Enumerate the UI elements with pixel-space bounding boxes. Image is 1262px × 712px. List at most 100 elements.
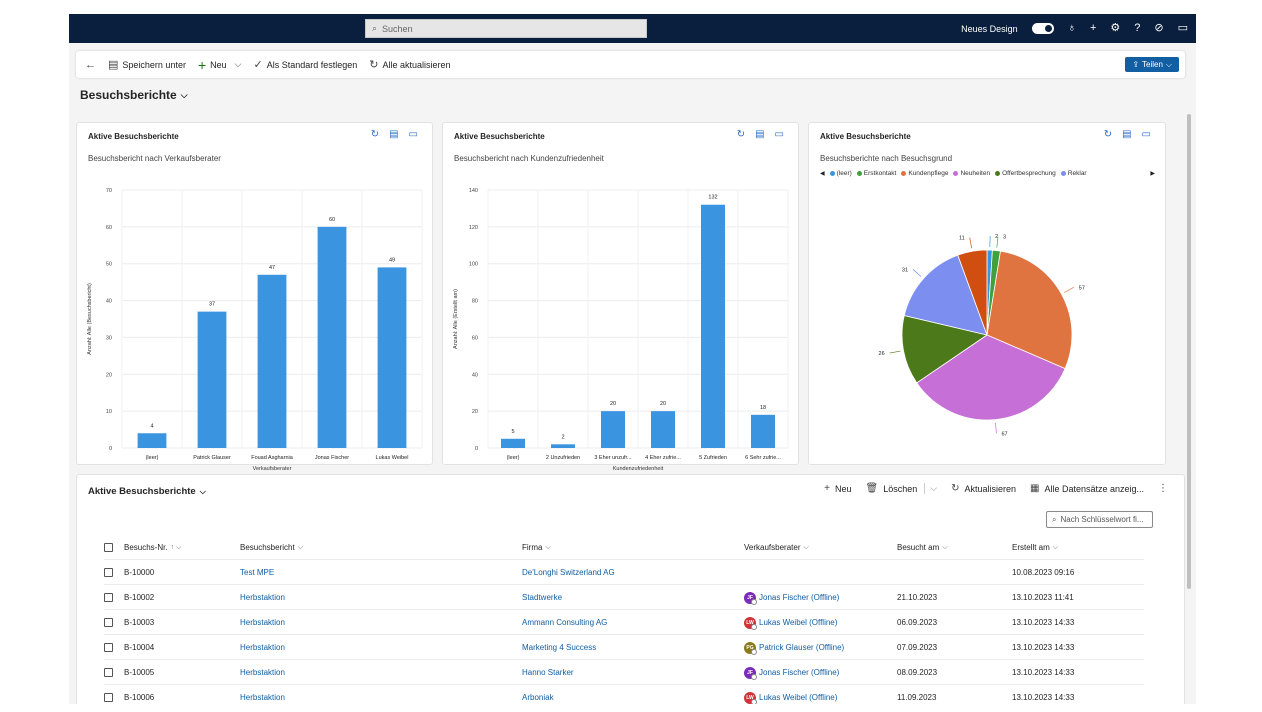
bar[interactable] <box>317 226 347 448</box>
set-default-button[interactable]: ✓ Als Standard festlegen <box>253 58 357 71</box>
row-checkbox[interactable] <box>104 618 113 627</box>
expand-icon[interactable]: ▭ <box>408 129 418 140</box>
cell-besuchsbericht[interactable]: Herbstaktion <box>240 585 285 610</box>
cell-firma-text[interactable]: Stadtwerke <box>522 593 563 602</box>
cell-besuchsbericht[interactable]: Herbstaktion <box>240 610 285 635</box>
pie-slice[interactable] <box>901 315 988 384</box>
cell-verkaufsberater[interactable]: LW Lukas Weibel (Offline) <box>744 685 837 704</box>
table-row[interactable]: B-10004 Herbstaktion Marketing 4 Success PG… <box>104 635 1144 660</box>
table-row[interactable]: B-10000 Test MPE De'Longhi Switzerland AG 1… <box>104 560 1144 585</box>
pie-slice[interactable] <box>916 334 1066 421</box>
cell-firma-text[interactable]: Marketing 4 Success <box>522 643 597 652</box>
column-header[interactable]: Verkaufsberater ⌵ <box>744 535 809 560</box>
gear-icon[interactable]: ⚙ <box>1110 22 1121 34</box>
chevron-down-icon[interactable]: ⌵ <box>234 59 242 69</box>
save-as-button[interactable]: ▤ Speichern unter <box>108 58 186 71</box>
bar[interactable] <box>751 414 775 448</box>
column-header[interactable]: Firma ⌵ <box>522 535 551 560</box>
cell-firma[interactable]: Stadtwerke <box>522 585 562 610</box>
refresh-all-button[interactable]: ↻ Alle aktualisieren <box>369 58 450 71</box>
cell-verkaufsberater[interactable]: PG Patrick Glauser (Offline) <box>744 635 844 660</box>
cell-verkaufsberater[interactable]: LW Lukas Weibel (Offline) <box>744 610 837 635</box>
share-button[interactable]: ⇪ Teilen ⌵ <box>1125 57 1179 72</box>
cell-verkaufsberater-text[interactable]: Patrick Glauser (Offline) <box>759 643 845 652</box>
bar[interactable] <box>601 411 625 448</box>
bar[interactable] <box>137 433 167 448</box>
column-header-text[interactable]: Besucht am <box>897 543 940 552</box>
new-design-toggle[interactable] <box>1031 23 1054 34</box>
cell-besuchsbericht-text[interactable]: Herbstaktion <box>240 593 285 602</box>
row-checkbox[interactable] <box>104 643 113 652</box>
bar[interactable] <box>501 438 525 448</box>
cell-firma-text[interactable]: De'Longhi Switzerland AG <box>522 568 615 577</box>
row-checkbox[interactable] <box>104 668 113 677</box>
cell-verkaufsberater-text[interactable]: Lukas Weibel (Offline) <box>759 693 838 702</box>
column-header[interactable]: Besucht am ⌵ <box>897 535 948 560</box>
cell-firma-text[interactable]: Hanno Starker <box>522 668 574 677</box>
cell-verkaufsberater-text[interactable]: Lukas Weibel (Offline) <box>759 618 838 627</box>
table-row[interactable]: B-10002 Herbstaktion Stadtwerke JF Jonas Fis… <box>104 585 1144 610</box>
cell-verkaufsberater-text[interactable]: Jonas Fischer (Offline) <box>759 668 840 677</box>
table-row[interactable]: B-10005 Herbstaktion Hanno Starker JF Jonas … <box>104 660 1144 685</box>
cell-firma[interactable]: Ammann Consulting AG <box>522 610 607 635</box>
cell-firma-text[interactable]: Ammann Consulting AG <box>522 618 608 627</box>
keyword-filter-input[interactable]: ⌕ Nach Schlüsselwort fi... <box>1046 511 1153 528</box>
cell-besuchsbericht-text[interactable]: Herbstaktion <box>240 668 285 677</box>
legend-item[interactable]: Offertbesprechung <box>995 170 1056 177</box>
column-header[interactable]: Besuchsbericht ⌵ <box>240 535 303 560</box>
cell-firma[interactable]: Marketing 4 Success <box>522 635 596 660</box>
grid-refresh-button[interactable]: ↻ Aktualisieren <box>951 483 1016 494</box>
column-header-text[interactable]: Erstellt am <box>1012 543 1050 552</box>
grid-show-all-button[interactable]: ▦ Alle Datensätze anzeig... <box>1030 483 1144 494</box>
cell-besuchsbericht-text[interactable]: Herbstaktion <box>240 643 285 652</box>
cell-besuchsbericht-text[interactable]: Herbstaktion <box>240 618 285 627</box>
lightbulb-icon[interactable]: ♁ <box>1067 22 1076 34</box>
more-options-icon[interactable]: ⋮ <box>1158 483 1168 494</box>
cell-firma[interactable]: De'Longhi Switzerland AG <box>522 560 615 585</box>
column-header-text[interactable]: Verkaufsberater <box>744 543 801 552</box>
refresh-icon[interactable]: ↻ <box>1103 129 1113 140</box>
chevron-down-icon[interactable]: ⌵ <box>924 483 937 494</box>
view-records-icon[interactable]: ▤ <box>1122 129 1132 140</box>
view-records-icon[interactable]: ▤ <box>755 129 765 140</box>
cell-besuchsbericht-text[interactable]: Herbstaktion <box>240 693 285 702</box>
global-search-input[interactable]: ⌕ Suchen <box>365 19 647 38</box>
chat-icon[interactable]: ▭ <box>1177 22 1188 34</box>
new-button[interactable]: + Neu ⌵ <box>198 57 242 73</box>
expand-icon[interactable]: ▭ <box>1141 129 1151 140</box>
pie-slice[interactable] <box>957 249 988 336</box>
cell-besuchsbericht[interactable]: Herbstaktion <box>240 660 285 685</box>
legend-item[interactable]: (leer) <box>829 170 852 177</box>
cell-firma[interactable]: Arboniak <box>522 685 554 704</box>
bar[interactable] <box>701 204 725 448</box>
column-header-text[interactable]: Firma <box>522 543 543 552</box>
cell-verkaufsberater-text[interactable]: Jonas Fischer (Offline) <box>759 593 840 602</box>
view-records-icon[interactable]: ▤ <box>389 129 399 140</box>
table-row[interactable]: B-10003 Herbstaktion Ammann Consulting AG L… <box>104 610 1144 635</box>
table-row[interactable]: B-10006 Herbstaktion Arboniak LW Lukas Weibe… <box>104 685 1144 704</box>
refresh-icon[interactable]: ↻ <box>736 129 746 140</box>
grid-delete-button[interactable]: 🗑 Löschen ⌵ <box>866 483 937 494</box>
column-header-text[interactable]: Besuchsbericht <box>240 543 295 552</box>
pie-slice[interactable] <box>903 254 988 336</box>
bar[interactable] <box>377 267 407 448</box>
pie-slice[interactable] <box>986 250 1073 370</box>
refresh-icon[interactable]: ↻ <box>370 129 380 140</box>
back-button[interactable]: ← <box>85 59 96 71</box>
view-selector[interactable]: Besuchsberichte ⌵ <box>80 88 188 102</box>
legend-next-icon[interactable]: ▶ <box>1150 171 1155 177</box>
bar[interactable] <box>551 444 575 448</box>
expand-icon[interactable]: ▭ <box>774 129 784 140</box>
plus-icon[interactable]: + <box>1089 22 1097 34</box>
bar[interactable] <box>257 274 287 448</box>
cell-besuchsbericht[interactable]: Test MPE <box>240 560 274 585</box>
cell-besuchsbericht[interactable]: Herbstaktion <box>240 635 285 660</box>
grid-new-button[interactable]: + Neu <box>824 483 851 494</box>
legend-item[interactable]: Reklar <box>1060 170 1087 177</box>
row-checkbox[interactable] <box>104 693 113 702</box>
cell-besuchsbericht-text[interactable]: Test MPE <box>240 568 275 577</box>
help-icon[interactable]: ? <box>1134 22 1141 34</box>
select-all-checkbox[interactable] <box>104 543 113 552</box>
column-header[interactable]: Erstellt am ⌵ <box>1012 535 1058 560</box>
copilot-icon[interactable]: ⊘ <box>1154 22 1164 34</box>
